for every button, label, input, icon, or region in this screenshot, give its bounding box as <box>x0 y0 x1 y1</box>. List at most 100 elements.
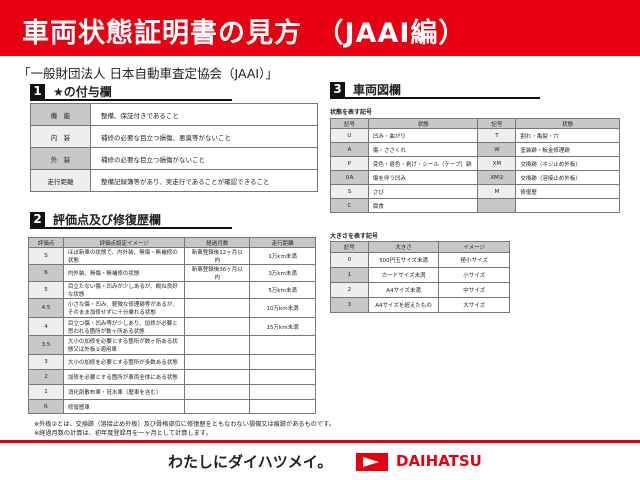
size-symbols-label: 大きさを表す記号 <box>330 233 379 240</box>
table-cell: 消化剤散布車・冠水車（歴車を含む） <box>62 384 186 400</box>
table-cell: 1 <box>28 384 64 400</box>
table-cell: 大きさ <box>367 241 440 253</box>
table-cell: 新車登録後12ヶ月以内 <box>184 247 251 265</box>
table-cell <box>249 354 316 370</box>
condition-symbols-table: 記号 状態 記号 状態 U 凹み・曲がり T 割れ・亀裂・穴 A 傷・ささくれ W 塗装跡・板金修理跡… <box>330 118 620 213</box>
table-cell <box>184 354 251 370</box>
table-cell: 1 <box>330 267 369 283</box>
table-cell: 加修を必要とする箇所が車両全体にある状態 <box>62 369 186 385</box>
table-cell: 補修の必要な目立つ損傷がないこと <box>90 147 318 170</box>
table-row: U 凹み・曲がり T 割れ・亀裂・穴 <box>330 128 620 143</box>
table-row: 5 目立たない傷・凹みが少しあるが、概ね良好な状態 5万km未満 <box>28 281 316 299</box>
table-cell: イメージ <box>438 241 510 253</box>
header-banner: 車両状態証明書の見方 （JAAI編） <box>0 0 640 56</box>
daihatsu-logo-icon <box>356 453 388 471</box>
table-row: 3.5 大小の加修を必要とする箇所が数ヶ所ある状態又は外板②適用車 <box>28 335 316 355</box>
table-cell: 走行距離 <box>249 237 316 248</box>
table-cell: 大サイズ <box>438 297 510 313</box>
table-cell: 目立たない傷・凹みが少しあるが、概ね良好な状態 <box>62 281 186 299</box>
table-cell <box>515 198 620 213</box>
table-row: 2 A4サイズ未満 中サイズ <box>330 282 510 298</box>
table-row: 4 目立つ傷・凹み等が少しあり、加修が必要と思われる箇所が数ヶ所ある状態 15万km… <box>28 317 316 336</box>
table-row: 1 消化剤散布車・冠水車（歴車を含む） <box>28 384 316 400</box>
table-row: 記号 状態 記号 状態 <box>330 118 620 129</box>
table-cell: 修復歴 <box>515 184 620 199</box>
table-row: S さび M 修復歴 <box>330 184 620 199</box>
table-cell: ほぼ新車の状態で、内外装、無傷・無補修の状態 <box>62 247 186 265</box>
brand-name: DAIHATSU <box>396 452 482 470</box>
table-cell: 塗装跡・板金修理跡 <box>515 142 620 157</box>
table-cell <box>249 369 316 385</box>
table-cell <box>184 335 251 355</box>
table-cell: カードサイズ未満 <box>367 267 440 283</box>
table-cell <box>477 198 517 213</box>
table-cell: 記号 <box>330 118 369 129</box>
table-cell: 評価点 <box>28 237 64 248</box>
table-cell: 3.5 <box>28 335 64 355</box>
table-cell: 修復歴車 <box>62 399 186 414</box>
table-cell: 走行距離 <box>30 169 91 192</box>
table-cell: 交換跡（溶接止め外板） <box>515 170 620 185</box>
table-cell: 補修の必要な目立つ損傷、悪臭等がないこと <box>90 125 318 148</box>
table-cell: 記号 <box>330 241 369 253</box>
table-cell: 3万km未満 <box>249 264 316 282</box>
table-cell: U <box>330 128 369 143</box>
table-cell <box>249 384 316 400</box>
table-row: 評価点 評価点設定イメージ 経過月数 走行距離 <box>28 237 316 248</box>
table-cell: W <box>477 142 517 157</box>
table-cell: A4サイズを超えたもの <box>367 297 440 313</box>
table-cell: 3 <box>330 297 369 313</box>
table-cell: 極小サイズ <box>438 252 510 268</box>
table-cell: 1万km未満 <box>249 247 316 265</box>
organization: 「一般財団法人 日本自動車査定協会（JAAI）」 <box>18 66 278 81</box>
table-cell: 状態 <box>367 118 479 129</box>
table-row: 走行距離 整備記録簿等があり、実走行であることが確認できること <box>30 169 318 192</box>
table-cell: T <box>477 128 517 143</box>
table-cell: S <box>28 247 64 265</box>
table-cell <box>184 369 251 385</box>
table-row: 3 A4サイズを超えたもの 大サイズ <box>330 297 510 313</box>
table-cell: 中サイズ <box>438 282 510 298</box>
note: ※外板②とは、交換跡（溶接止め外板）及び骨格部位に修復歴をともなわない損傷又は痕… <box>34 421 335 428</box>
table-cell: 15万km未満 <box>249 317 316 336</box>
table-cell: 3 <box>28 354 64 370</box>
footer-line <box>0 440 640 443</box>
table-row: 0 500円玉サイズ未満 極小サイズ <box>330 252 510 268</box>
table-cell: 5 <box>28 281 64 299</box>
table-cell: 外 装 <box>30 147 91 170</box>
table-cell: C <box>330 198 369 213</box>
table-row: 記号 大きさ イメージ <box>330 241 510 253</box>
table-row: R 修復歴車 <box>28 399 316 414</box>
table-cell <box>184 298 251 318</box>
table-cell: 内 装 <box>30 125 91 148</box>
table-cell: 小さな傷・凹み、軽微な修理跡等があるが、そのまま加修せずに十分乗れる状態 <box>62 298 186 318</box>
table-cell <box>249 335 316 355</box>
table-cell: 記号 <box>477 118 517 129</box>
table-row: 3 大小の加修を必要とする箇所が多数ある状態 <box>28 354 316 370</box>
table-cell: S <box>330 184 369 199</box>
table-cell: 整備記録簿等があり、実走行であることが確認できること <box>90 169 318 192</box>
table-row: 内 装補修の必要な目立つ損傷、悪臭等がないこと <box>30 125 318 148</box>
table-cell <box>184 384 251 400</box>
table-cell: R <box>28 399 64 414</box>
table-cell: 6 <box>28 264 64 282</box>
table-cell: 状態 <box>515 118 620 129</box>
note: ※経過月数の計算は、初年度登録月を一ヶ月として計算します。 <box>34 430 212 437</box>
table-cell: 評価点設定イメージ <box>62 237 186 248</box>
table-cell: P <box>330 156 369 171</box>
table-cell: 新車登録後36ヶ月以内 <box>184 264 251 282</box>
table-cell: 交換跡（ネジ止め外板） <box>515 156 620 171</box>
table-cell: 傷を伴う凹み <box>367 170 479 185</box>
table-row: C 腐食 <box>330 198 620 213</box>
table-cell: 500円玉サイズ未満 <box>367 252 440 268</box>
table-cell: 2 <box>330 282 369 298</box>
table-row: 機 能整備、保証付きであること <box>30 103 318 126</box>
table-row: 1 カードサイズ未満 小サイズ <box>330 267 510 283</box>
table-cell: XM <box>477 156 517 171</box>
table-cell: 割れ・亀裂・穴 <box>515 128 620 143</box>
table-cell: 目立つ傷・凹み等が少しあり、加修が必要と思われる箇所が数ヶ所ある状態 <box>62 317 186 336</box>
size-symbols-table: 記号 大きさ イメージ 0 500円玉サイズ未満 極小サイズ 1 カードサイズ未満 小サイズ 2 A… <box>330 241 510 313</box>
table-cell: 内外装、無傷・無補修の状態 <box>62 264 186 282</box>
slogan-logo: わたしにダイハツメイ。 <box>168 453 333 471</box>
table-cell: A <box>330 142 369 157</box>
